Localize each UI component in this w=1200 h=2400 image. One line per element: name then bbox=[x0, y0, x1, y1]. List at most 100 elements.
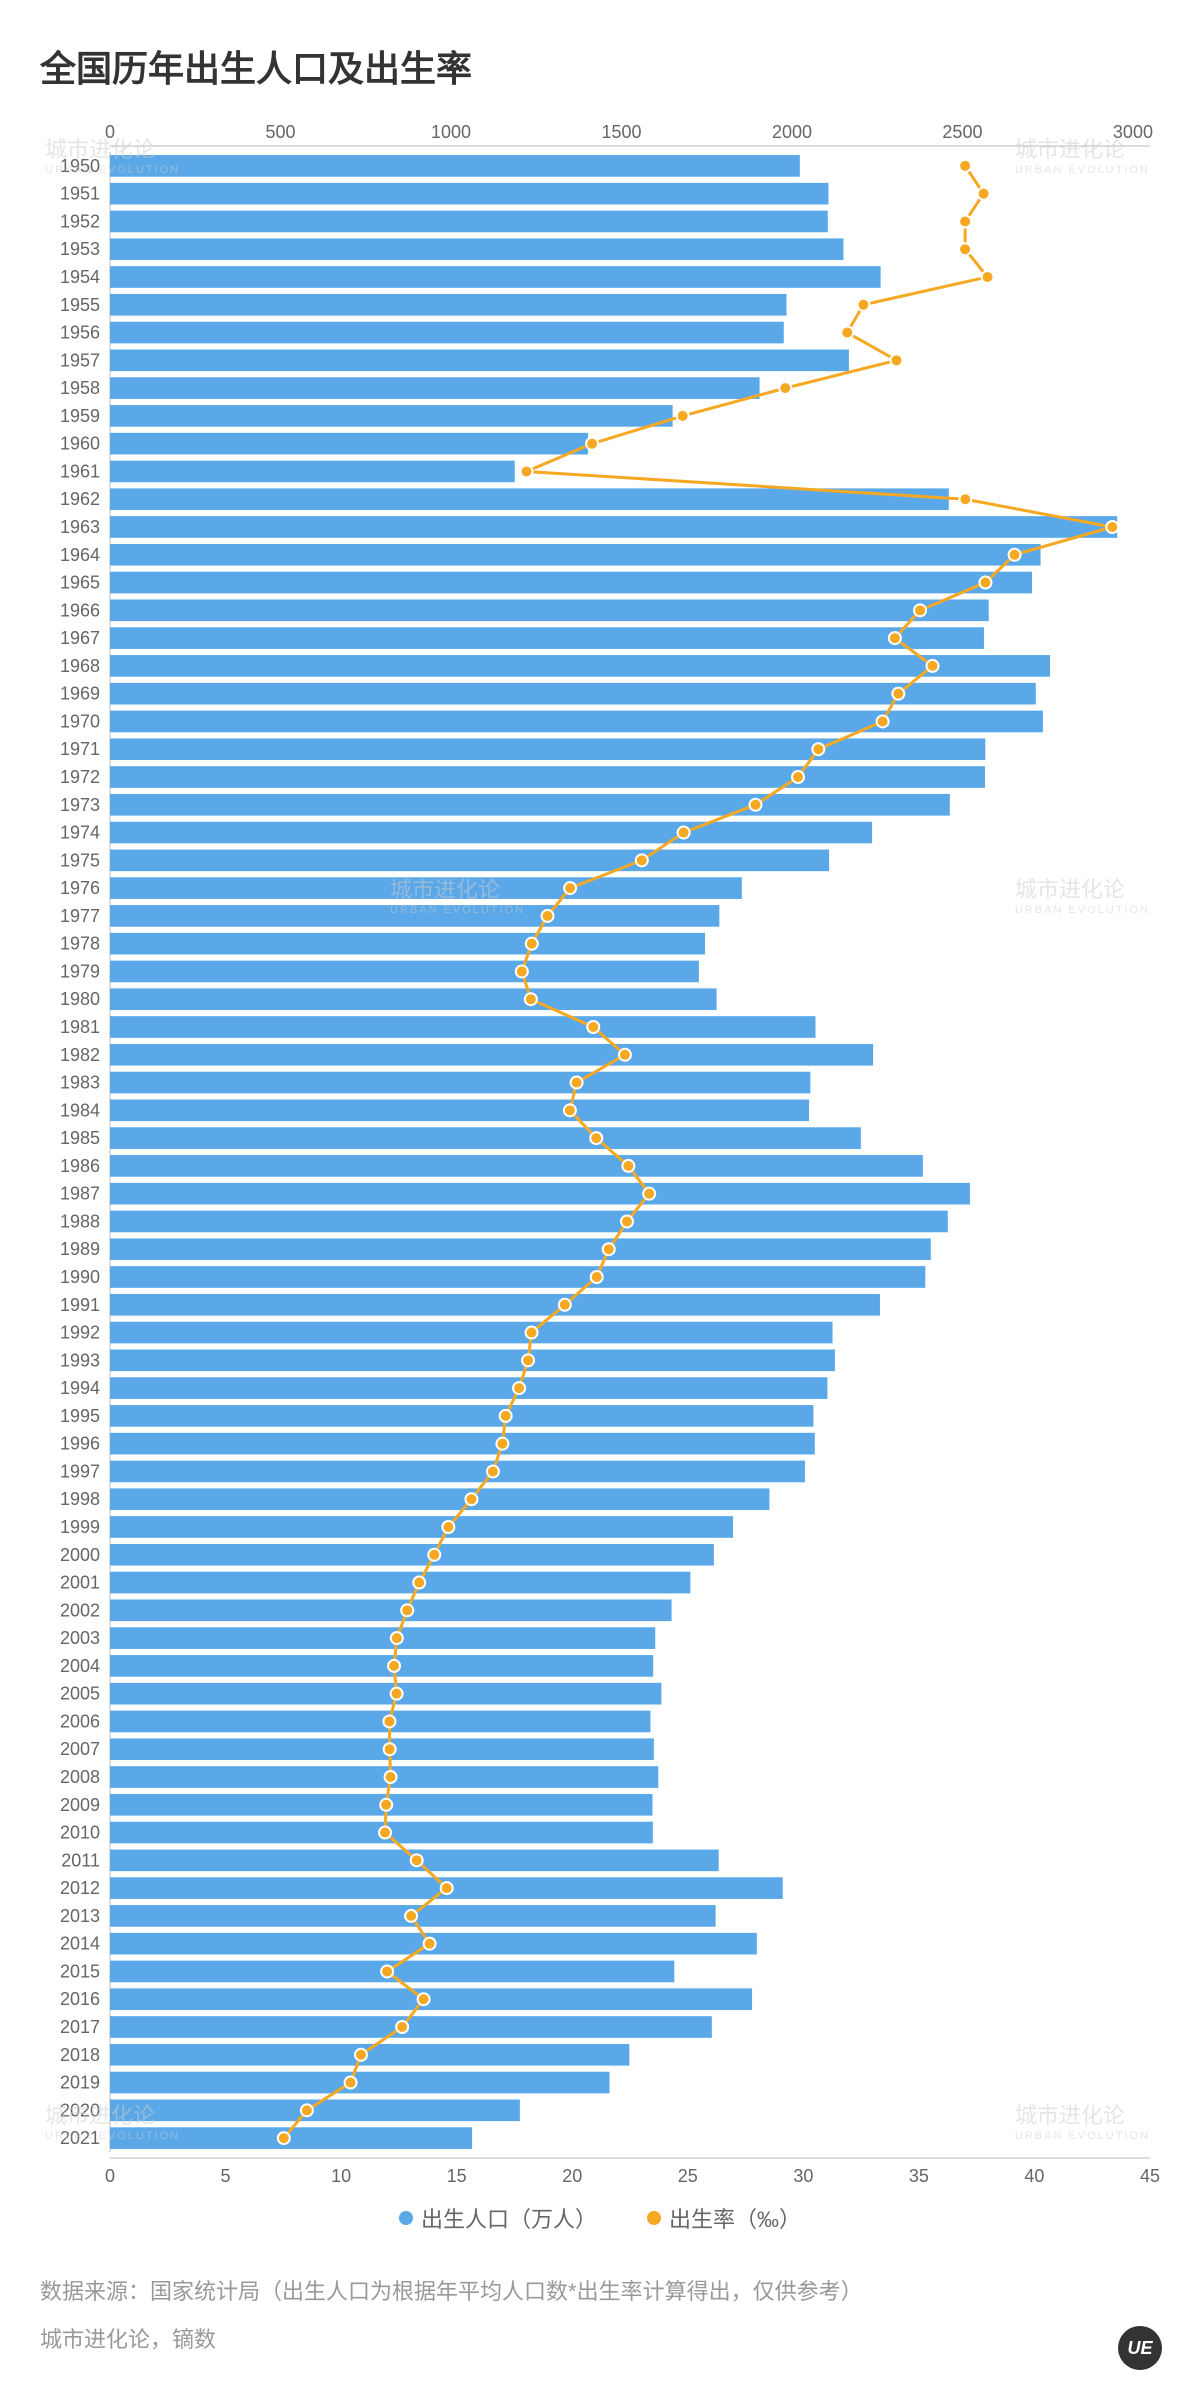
bar bbox=[110, 1544, 714, 1566]
svg-text:1988: 1988 bbox=[60, 1211, 100, 1231]
rate-marker bbox=[792, 771, 804, 783]
svg-text:1955: 1955 bbox=[60, 295, 100, 315]
chart-title: 全国历年出生人口及出生率 bbox=[40, 40, 1160, 92]
rate-marker bbox=[513, 1382, 525, 1394]
rate-marker bbox=[391, 1632, 403, 1644]
rate-marker bbox=[413, 1577, 425, 1589]
rate-marker bbox=[978, 188, 990, 200]
rate-marker bbox=[355, 2049, 367, 2061]
bar bbox=[110, 1572, 690, 1594]
rate-marker bbox=[405, 1910, 417, 1922]
svg-text:1996: 1996 bbox=[60, 1434, 100, 1454]
svg-text:1985: 1985 bbox=[60, 1128, 100, 1148]
rate-marker bbox=[1106, 521, 1118, 533]
svg-text:1976: 1976 bbox=[60, 878, 100, 898]
svg-text:2020: 2020 bbox=[60, 2100, 100, 2120]
bar bbox=[110, 238, 843, 260]
svg-text:1965: 1965 bbox=[60, 573, 100, 593]
svg-text:45: 45 bbox=[1140, 2166, 1160, 2186]
svg-text:1962: 1962 bbox=[60, 489, 100, 509]
rate-marker bbox=[622, 1160, 634, 1172]
svg-text:1951: 1951 bbox=[60, 184, 100, 204]
rate-marker bbox=[914, 604, 926, 616]
legend-label-bars: 出生人口（万人） bbox=[421, 2202, 597, 2234]
svg-text:1964: 1964 bbox=[60, 545, 100, 565]
svg-text:1989: 1989 bbox=[60, 1239, 100, 1259]
svg-text:20: 20 bbox=[562, 2166, 582, 2186]
svg-text:1979: 1979 bbox=[60, 961, 100, 981]
svg-text:1997: 1997 bbox=[60, 1461, 100, 1481]
bar bbox=[110, 822, 872, 844]
rate-marker bbox=[1009, 549, 1021, 561]
svg-text:1957: 1957 bbox=[60, 350, 100, 370]
svg-text:1963: 1963 bbox=[60, 517, 100, 537]
rate-marker bbox=[749, 799, 761, 811]
svg-text:2013: 2013 bbox=[60, 1906, 100, 1926]
bar bbox=[110, 627, 984, 649]
rate-marker bbox=[779, 382, 791, 394]
svg-text:2009: 2009 bbox=[60, 1795, 100, 1815]
rate-marker bbox=[381, 1965, 393, 1977]
rate-marker bbox=[384, 1743, 396, 1755]
svg-text:2000: 2000 bbox=[60, 1545, 100, 1565]
svg-text:1983: 1983 bbox=[60, 1073, 100, 1093]
bar bbox=[110, 1266, 925, 1288]
rate-marker bbox=[877, 715, 889, 727]
svg-text:2014: 2014 bbox=[60, 1934, 100, 1954]
svg-text:2011: 2011 bbox=[61, 1850, 100, 1870]
svg-text:1000: 1000 bbox=[431, 122, 471, 142]
svg-text:3000: 3000 bbox=[1113, 122, 1153, 142]
svg-text:15: 15 bbox=[447, 2166, 467, 2186]
svg-text:25: 25 bbox=[678, 2166, 698, 2186]
svg-text:1954: 1954 bbox=[60, 267, 100, 287]
bar bbox=[110, 988, 717, 1010]
rate-marker bbox=[619, 1049, 631, 1061]
bar bbox=[110, 1127, 861, 1149]
svg-text:1961: 1961 bbox=[60, 461, 100, 481]
svg-text:2010: 2010 bbox=[60, 1823, 100, 1843]
svg-text:1959: 1959 bbox=[60, 406, 100, 426]
rate-marker bbox=[590, 1132, 602, 1144]
bar bbox=[110, 933, 705, 955]
svg-text:0: 0 bbox=[105, 2166, 115, 2186]
credit-line: 城市进化论，镝数 bbox=[40, 2316, 1160, 2364]
bar bbox=[110, 211, 828, 233]
svg-text:2007: 2007 bbox=[60, 1739, 100, 1759]
bar bbox=[110, 1655, 653, 1677]
bar bbox=[110, 1350, 835, 1372]
svg-text:2012: 2012 bbox=[60, 1878, 100, 1898]
svg-text:1967: 1967 bbox=[60, 628, 100, 648]
bar bbox=[110, 1155, 923, 1177]
bar bbox=[110, 405, 673, 427]
rate-marker bbox=[520, 465, 532, 477]
bar bbox=[110, 516, 1117, 538]
bar bbox=[110, 1461, 805, 1483]
svg-text:1952: 1952 bbox=[60, 211, 100, 231]
rate-marker bbox=[959, 243, 971, 255]
bar bbox=[110, 794, 950, 816]
bar bbox=[110, 1405, 813, 1427]
bar bbox=[110, 1016, 815, 1038]
svg-text:1975: 1975 bbox=[60, 850, 100, 870]
rate-marker bbox=[465, 1493, 477, 1505]
rate-marker bbox=[388, 1660, 400, 1672]
bar bbox=[110, 350, 849, 372]
svg-text:2006: 2006 bbox=[60, 1711, 100, 1731]
bar bbox=[110, 1711, 650, 1733]
rate-marker bbox=[379, 1827, 391, 1839]
bar bbox=[110, 850, 829, 872]
bar bbox=[110, 155, 800, 177]
svg-text:1956: 1956 bbox=[60, 323, 100, 343]
rate-marker bbox=[385, 1771, 397, 1783]
rate-marker bbox=[603, 1243, 615, 1255]
rate-marker bbox=[559, 1299, 571, 1311]
rate-marker bbox=[396, 2021, 408, 2033]
rate-marker bbox=[892, 688, 904, 700]
rate-marker bbox=[564, 882, 576, 894]
svg-text:2001: 2001 bbox=[60, 1573, 100, 1593]
rate-marker bbox=[411, 1854, 423, 1866]
rate-marker bbox=[500, 1410, 512, 1422]
bar bbox=[110, 266, 881, 288]
bar bbox=[110, 2072, 610, 2094]
bar bbox=[110, 544, 1041, 566]
